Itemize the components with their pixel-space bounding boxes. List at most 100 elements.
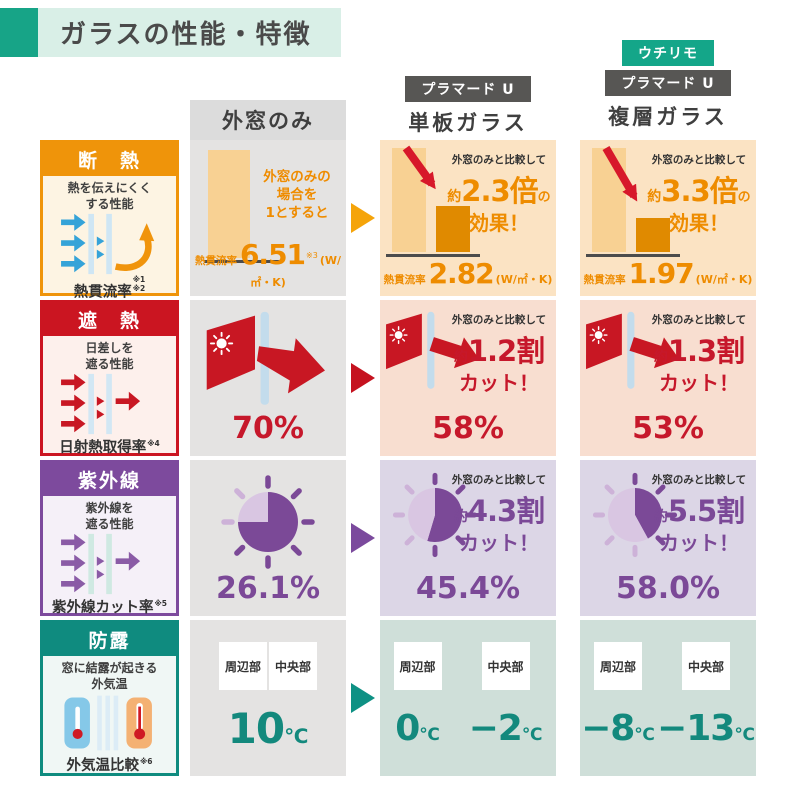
column-header-single: プラマード U 単板ガラス bbox=[380, 76, 556, 137]
uv-desc: 紫外線を 遮る性能 bbox=[85, 501, 134, 531]
column-name: 複層ガラス bbox=[608, 105, 728, 129]
edge-temperature: 周辺部 −8℃ bbox=[581, 642, 655, 749]
insulation-title: 断 熱 bbox=[43, 143, 176, 176]
single-metric-line: 熱貫流率 2.82 (W/㎡・K) bbox=[383, 257, 553, 290]
arrow-right-icon bbox=[351, 523, 375, 553]
arrow-right-icon bbox=[351, 683, 375, 713]
column-header-double: ウチリモ プラマード U 複層ガラス bbox=[580, 40, 756, 131]
outer-metric-line: 熱貫流率 6.51※3 (W/㎡・K) bbox=[194, 238, 342, 289]
arrow-right-icon bbox=[351, 203, 375, 233]
title-accent-block bbox=[0, 8, 38, 57]
double-metric-line: 熱貫流率 1.97 (W/㎡・K) bbox=[583, 257, 753, 290]
footnote-refs: ※4 bbox=[147, 439, 160, 449]
sun-pie-icon bbox=[221, 475, 315, 569]
tag-center: 中央部 bbox=[269, 642, 317, 690]
brand-badge: プラマード U bbox=[605, 70, 731, 96]
effect-note: 外窓のみと比較して 約4.3割 カット！ bbox=[451, 474, 547, 555]
single-value: 58% bbox=[432, 411, 504, 446]
uv-title: 紫外線 bbox=[43, 463, 176, 496]
uv-metric: 紫外線カット率※5 bbox=[51, 599, 167, 617]
effect-note: 外窓のみと比較して 約1.2割 カット！ bbox=[451, 314, 547, 395]
row-condensation: 防露 窓に結露が起きる 外気温 bbox=[40, 620, 756, 776]
insulation-outer-cell: 外窓のみの 場合を 1とすると 熱貫流率 6.51※3 (W/㎡・K) bbox=[190, 140, 346, 296]
uv-single-cell: 外窓のみと比較して 約4.3割 カット！ 45.4% bbox=[380, 460, 556, 616]
effect-note: 外窓のみと比較して 約3.3倍の 効果！ bbox=[647, 154, 751, 235]
baseline bbox=[586, 254, 680, 257]
page-title-bar: ガラスの性能・特徴 bbox=[0, 8, 342, 57]
bar-single bbox=[436, 206, 470, 252]
shading-label-card: 遮 熱 日差しを 遮る性能 bbox=[40, 300, 179, 456]
outer-value: 26.1% bbox=[215, 571, 321, 606]
brand-badge: プラマード U bbox=[405, 76, 531, 102]
condensation-desc: 窓に結露が起きる 外気温 bbox=[61, 661, 158, 691]
uv-double-cell: 外窓のみと比較して 約5.5割 カット！ 58.0% bbox=[580, 460, 756, 616]
shading-desc: 日差しを 遮る性能 bbox=[85, 341, 134, 371]
outer-value: 70% bbox=[232, 411, 304, 446]
series-badge: ウチリモ bbox=[622, 40, 714, 66]
arrow-right-icon bbox=[351, 363, 375, 393]
outer-temperature: 10℃ bbox=[227, 704, 309, 753]
sun-pie-icon bbox=[592, 472, 678, 558]
outer-caption: 外窓のみの 場合を 1とすると bbox=[263, 169, 331, 222]
uv-outer-cell: 26.1% bbox=[190, 460, 346, 616]
uv-label-card: 紫外線 紫外線を 遮る性能 bbox=[40, 460, 179, 616]
sun-arrow-glass-icon bbox=[586, 311, 680, 389]
shading-single-cell: 外窓のみと比較して 約1.2割 カット！ 58% bbox=[380, 300, 556, 456]
sun-arrow-glass-icon bbox=[386, 311, 480, 389]
page-title: ガラスの性能・特徴 bbox=[38, 8, 342, 57]
effect-note: 外窓のみと比較して 約5.5割 カット！ bbox=[651, 474, 747, 555]
baseline bbox=[386, 254, 480, 257]
condensation-outer-cell: 周辺部 中央部 10℃ bbox=[190, 620, 346, 776]
column-name: 単板ガラス bbox=[408, 111, 528, 135]
uv-arrows-icon bbox=[43, 532, 176, 596]
insulation-label-card: 断 熱 熱を伝えにくく する性能 bbox=[40, 140, 179, 301]
condensation-label-card: 防露 窓に結露が起きる 外気温 bbox=[40, 620, 179, 776]
center-temperature: 中央部 −2℃ bbox=[469, 642, 542, 749]
footnote-refs: ※6 bbox=[139, 757, 153, 767]
center-temperature: 中央部 −13℃ bbox=[657, 642, 755, 749]
tag-edge: 周辺部 bbox=[393, 642, 442, 690]
footnote-ref: ※3 bbox=[306, 250, 318, 260]
tag-edge: 周辺部 bbox=[219, 642, 267, 690]
insulation-metric: 熱貫流率※1 ※2 bbox=[73, 275, 146, 301]
effect-note: 外窓のみと比較して 約2.3倍の 効果！ bbox=[447, 154, 551, 235]
shading-metric: 日射熱取得率※4 bbox=[59, 439, 160, 457]
shading-outer-cell: 70% bbox=[190, 300, 346, 456]
footnote-refs: ※1 ※2 bbox=[132, 275, 146, 293]
comparison-grid: 断 熱 熱を伝えにくく する性能 bbox=[40, 140, 756, 780]
bar-outer bbox=[208, 150, 250, 258]
position-tags: 周辺部 中央部 bbox=[190, 642, 346, 690]
sun-pie-icon bbox=[392, 472, 478, 558]
insulation-double-cell: 外窓のみと比較して 約3.3倍の 効果！ 熱貫流率 1.97 (W/㎡・K) bbox=[580, 140, 756, 296]
effect-note: 外窓のみと比較して 約1.3割 カット！ bbox=[651, 314, 747, 395]
double-value: 58.0% bbox=[615, 571, 721, 606]
thermometers-icon bbox=[43, 692, 176, 754]
edge-temperature: 周辺部 0℃ bbox=[393, 642, 442, 749]
condensation-title: 防露 bbox=[43, 623, 176, 656]
arrow-down-icon bbox=[602, 145, 638, 202]
arrow-down-icon bbox=[402, 145, 436, 190]
row-insulation: 断 熱 熱を伝えにくく する性能 bbox=[40, 140, 756, 301]
single-value: 45.4% bbox=[415, 571, 521, 606]
insulation-desc: 熱を伝えにくく する性能 bbox=[67, 181, 152, 211]
bar-double bbox=[636, 218, 670, 252]
row-uv: 紫外線 紫外線を 遮る性能 bbox=[40, 460, 756, 616]
condensation-single-cell: 周辺部 0℃ 中央部 −2℃ bbox=[380, 620, 556, 776]
insulation-arrows-icon bbox=[43, 212, 176, 276]
sun-arrow-glass-icon bbox=[206, 311, 325, 405]
tag-center: 中央部 bbox=[481, 642, 530, 690]
condensation-double-cell: 周辺部 −8℃ 中央部 −13℃ bbox=[580, 620, 756, 776]
footnote-refs: ※5 bbox=[154, 599, 167, 609]
double-value: 53% bbox=[632, 411, 704, 446]
condensation-metric: 外気温比較※6 bbox=[66, 757, 153, 775]
insulation-single-cell: 外窓のみと比較して 約2.3倍の 効果！ 熱貫流率 2.82 (W/㎡・K) bbox=[380, 140, 556, 296]
tag-center: 中央部 bbox=[681, 642, 730, 690]
shading-double-cell: 外窓のみと比較して 約1.3割 カット！ 53% bbox=[580, 300, 756, 456]
baseline bbox=[204, 260, 280, 263]
shading-arrows-icon bbox=[43, 372, 176, 436]
row-shading: 遮 熱 日差しを 遮る性能 bbox=[40, 300, 756, 456]
shading-title: 遮 熱 bbox=[43, 303, 176, 336]
column-header-outer: 外窓のみ bbox=[190, 100, 346, 140]
tag-edge: 周辺部 bbox=[593, 642, 642, 690]
